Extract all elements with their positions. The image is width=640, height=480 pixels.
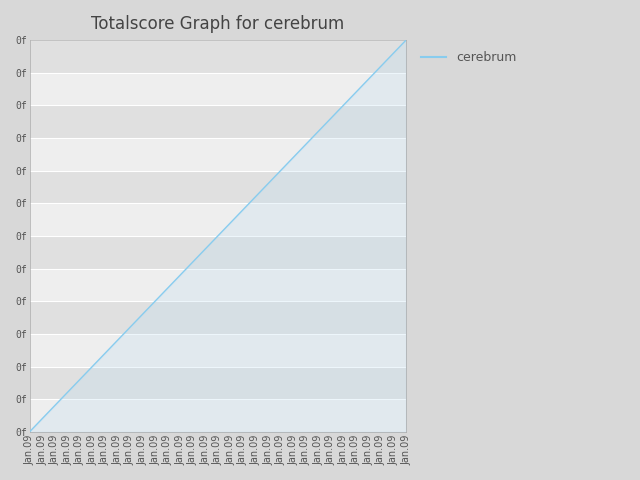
cerebrum [276, 168, 284, 174]
Bar [29, 236, 406, 269]
cerebrum [352, 89, 360, 95]
cerebrum [51, 403, 58, 408]
Bar [29, 301, 406, 334]
cerebrum [390, 50, 397, 56]
cerebrum [176, 272, 184, 278]
cerebrum [339, 103, 347, 108]
Bar [29, 204, 406, 236]
Bar [29, 399, 406, 432]
Bar [29, 171, 406, 204]
cerebrum [38, 416, 46, 421]
cerebrum [327, 116, 335, 121]
cerebrum [264, 181, 272, 187]
cerebrum [126, 324, 134, 330]
cerebrum [164, 285, 172, 291]
Bar [29, 106, 406, 138]
cerebrum [314, 129, 322, 134]
Bar [29, 269, 406, 301]
cerebrum [76, 377, 84, 383]
cerebrum [227, 220, 234, 226]
Legend: cerebrum: cerebrum [416, 47, 522, 70]
cerebrum [402, 37, 410, 43]
cerebrum [88, 364, 96, 370]
cerebrum [252, 194, 259, 200]
cerebrum [113, 337, 121, 343]
Bar [29, 367, 406, 399]
Title: Totalscore Graph for cerebrum: Totalscore Graph for cerebrum [91, 15, 344, 33]
cerebrum [214, 233, 221, 239]
Bar [29, 138, 406, 171]
cerebrum [151, 299, 159, 304]
cerebrum [63, 390, 71, 396]
cerebrum [365, 76, 372, 82]
cerebrum [26, 429, 33, 435]
cerebrum [189, 259, 196, 265]
cerebrum [289, 155, 297, 160]
cerebrum [139, 312, 147, 317]
cerebrum [101, 350, 109, 356]
cerebrum [377, 63, 385, 69]
cerebrum [202, 246, 209, 252]
cerebrum [239, 207, 246, 213]
cerebrum [302, 142, 310, 147]
Bar [29, 40, 406, 73]
Bar [29, 73, 406, 106]
Bar [29, 334, 406, 367]
Line: cerebrum: cerebrum [29, 40, 406, 432]
